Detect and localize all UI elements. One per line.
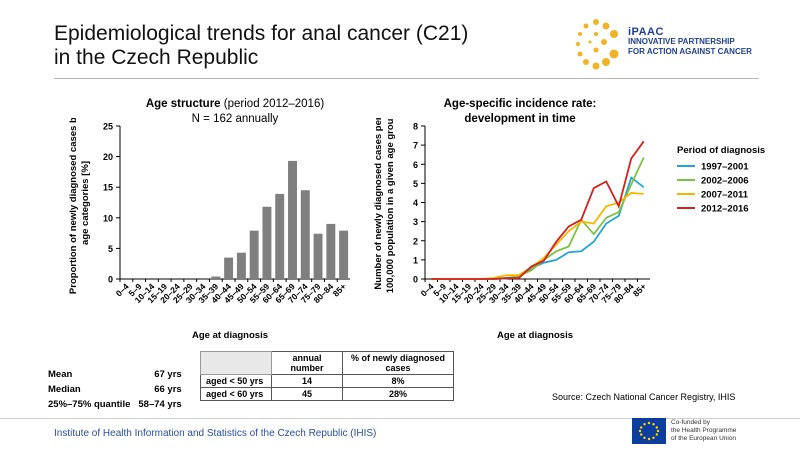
- eu-flag-icon: [632, 418, 666, 444]
- line-chart-y-tick-label: 0: [413, 275, 418, 285]
- footer-institute: Institute of Health Information and Stat…: [54, 428, 377, 439]
- bar-chart-subtitle: N = 162 annually: [191, 113, 279, 125]
- stat-row: Median 66 yrs: [48, 383, 182, 396]
- table-row: aged < 60 yrs 45 28%: [200, 387, 454, 401]
- bar-chart-y-tick-label: 10: [103, 213, 113, 223]
- bar: [300, 190, 310, 279]
- cases-row-annual: 14: [271, 374, 343, 388]
- footer-divider: [0, 418, 800, 419]
- cases-row-label: aged < 50 yrs: [200, 374, 272, 388]
- line-chart-y-tick-label: 3: [413, 217, 418, 227]
- eu-line1: Co-funded by: [671, 419, 711, 426]
- bar: [288, 160, 297, 279]
- stat-row: 25%–75% quantile 58–74 yrs: [48, 398, 182, 411]
- logo-name: iPAAC: [628, 26, 664, 38]
- bar-chart-ylabel-line2: age categories [%]: [80, 161, 91, 245]
- stat-value: 58–74 yrs: [138, 399, 182, 410]
- cases-table-header: annual number % of newly diagnosed cases: [200, 351, 454, 375]
- cases-header-pct: % of newly diagnosed cases: [342, 351, 454, 375]
- line-chart-title-line2: development in time: [464, 113, 576, 125]
- logo-dots-icon: [576, 19, 619, 70]
- slide-title: Epidemiological trends for anal cancer (…: [54, 22, 524, 70]
- legend-entry: 1997–2001: [701, 162, 749, 173]
- logo-text: iPAAC INNOVATIVE PARTNERSHIP FOR ACTION …: [628, 27, 752, 57]
- ipaac-logo: iPAAC INNOVATIVE PARTNERSHIP FOR ACTION …: [566, 14, 796, 76]
- bar-chart-y-tick-label: 15: [103, 183, 113, 193]
- line-chart-legend: Period of diagnosis 1997–2001 2002–2006 200…: [677, 145, 765, 215]
- bar: [262, 206, 272, 279]
- line-chart-title-line1: Age-specific incidence rate:: [443, 98, 597, 110]
- logo-line3: FOR ACTION AGAINST CANCER: [628, 47, 752, 56]
- bar-chart: 05101520250–45–910–1415–1920–2425–2930–3…: [68, 118, 350, 341]
- legend-entry: 2002–2006: [701, 176, 749, 187]
- bar-chart-y-tick-label: 25: [103, 122, 113, 132]
- bar: [326, 223, 336, 279]
- cases-row-annual: 45: [271, 387, 343, 401]
- line-chart-ylabel-line1: Number of newly diagnosed cases per: [373, 118, 384, 290]
- legend-title: Period of diagnosis: [677, 145, 765, 156]
- bar-chart-title-note: (period 2012–2016): [223, 98, 325, 110]
- line-chart-x-tick-label: 85+: [631, 281, 648, 298]
- stat-value: 67 yrs: [154, 369, 182, 380]
- line-chart-y-tick-label: 1: [413, 255, 418, 265]
- bar-chart-y-tick-label: 20: [103, 152, 113, 162]
- eu-funding-note: Co-funded by the Health Programme of the…: [671, 419, 736, 443]
- summary-stats: Mean 67 yrs Median 66 yrs 25%–75% quantile…: [46, 366, 184, 413]
- series-line: [431, 157, 645, 280]
- cases-row-label: aged < 60 yrs: [200, 387, 272, 401]
- cases-header-annual: annual number: [271, 351, 343, 375]
- bar: [236, 252, 246, 279]
- bar-chart-y-tick-label: 5: [108, 244, 113, 254]
- bar-chart-bars: [211, 160, 349, 279]
- bar: [224, 257, 234, 279]
- eu-line3: of the European Union: [671, 435, 737, 442]
- line-chart-y-tick-label: 6: [413, 160, 418, 170]
- stat-value: 66 yrs: [154, 384, 182, 395]
- logo-line2: INNOVATIVE PARTNERSHIP: [628, 37, 735, 46]
- bar: [211, 276, 221, 279]
- line-chart-y-tick-label: 2: [413, 236, 418, 246]
- bar-chart-title: Age structure (period 2012–2016): [120, 98, 350, 110]
- line-chart-y-tick-label: 8: [413, 122, 418, 132]
- line-chart-series: [431, 140, 645, 280]
- stat-label: 25%–75% quantile: [48, 399, 131, 410]
- line-chart-y-tick-label: 4: [413, 198, 418, 208]
- bar-chart-xlabel: Age at diagnosis: [192, 330, 268, 341]
- bar-chart-ylabel-line1: Proportion of newly diagnosed cases by: [68, 118, 79, 294]
- line-chart: 0123456780–45–910–1415–1920–2425–2930–34…: [373, 118, 765, 341]
- series-line: [431, 140, 645, 280]
- cases-table-corner: [200, 351, 272, 375]
- stat-label: Median: [48, 384, 81, 395]
- stat-row: Mean 67 yrs: [48, 368, 182, 381]
- line-chart-y-tick-label: 7: [413, 141, 418, 151]
- line-chart-y-tick-label: 5: [413, 179, 418, 189]
- line-chart-xlabel: Age at diagnosis: [497, 330, 573, 341]
- line-chart-ylabel-line2: 100,000 population in a given age group: [385, 118, 396, 293]
- table-row: aged < 50 yrs 14 8%: [200, 374, 454, 388]
- eu-line2: the Health Programme: [671, 427, 737, 434]
- bar-chart-y-tick-label: 0: [108, 275, 113, 285]
- legend-entry: 2007–2011: [701, 190, 749, 201]
- stat-label: Mean: [48, 369, 73, 380]
- cases-row-pct: 8%: [342, 374, 454, 388]
- bar-chart-x-tick-label: 85+: [331, 281, 348, 298]
- bar-chart-title-main: Age structure: [145, 98, 221, 110]
- bar: [275, 193, 285, 279]
- slide-title-line2: in the Czech Republic: [54, 46, 259, 69]
- title-divider: [54, 78, 759, 79]
- slide-title-line1: Epidemiological trends for anal cancer (…: [54, 22, 469, 45]
- cases-table: annual number % of newly diagnosed cases…: [200, 351, 454, 401]
- bar: [313, 233, 323, 279]
- bar: [249, 230, 259, 279]
- source-note: Source: Czech National Cancer Registry, …: [552, 392, 736, 402]
- legend-entry: 2012–2016: [701, 204, 749, 215]
- cases-row-pct: 28%: [342, 387, 454, 401]
- bar: [339, 230, 349, 279]
